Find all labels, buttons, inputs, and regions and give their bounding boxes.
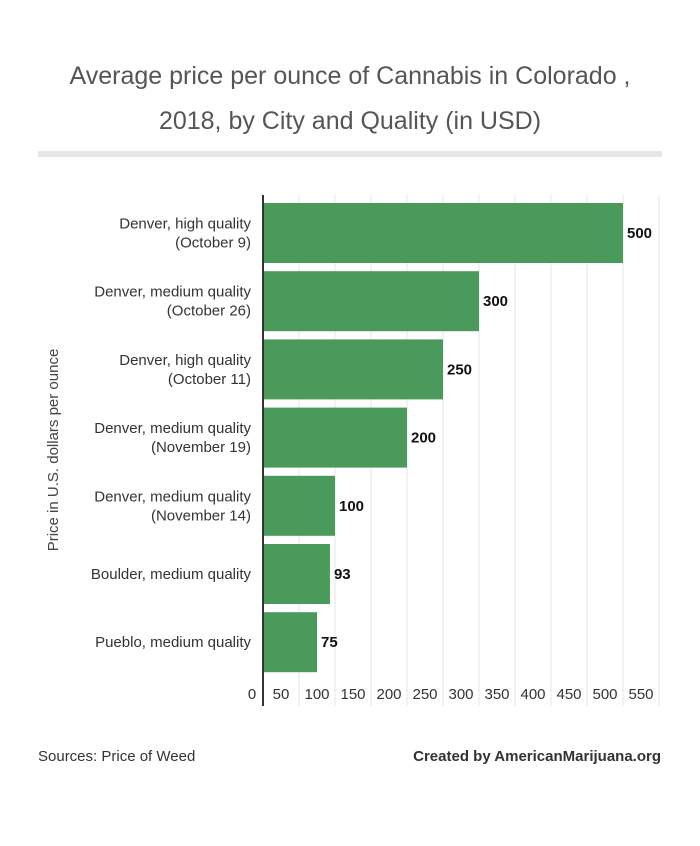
- bar: [263, 203, 623, 263]
- x-tick-label: 550: [628, 686, 653, 703]
- category-label: Pueblo, medium quality: [95, 634, 251, 651]
- x-tick-label: 150: [340, 686, 365, 703]
- x-tick-label: 350: [484, 686, 509, 703]
- x-tick-label: 100: [304, 686, 329, 703]
- category-label: (October 26): [167, 303, 251, 320]
- category-label: (October 9): [175, 235, 251, 252]
- bars: 500 300 250 200 100 93 75: [263, 203, 652, 673]
- x-tick-label: 0: [248, 686, 256, 703]
- chart-title-line-2: 2018, by City and Quality (in USD): [159, 107, 541, 135]
- category-label: Denver, medium quality: [94, 284, 251, 301]
- category-label: Denver, high quality: [119, 216, 251, 233]
- bar: [263, 407, 407, 468]
- x-tick-label: 200: [376, 686, 401, 703]
- footer-source: Sources: Price of Weed: [38, 748, 195, 765]
- data-label: 100: [339, 498, 364, 515]
- title-divider: [38, 151, 662, 157]
- y-axis-label: Price in U.S. dollars per ounce: [45, 349, 62, 552]
- footer-credit[interactable]: Created by AmericanMarijuana.org: [413, 748, 661, 765]
- category-label: Denver, high quality: [119, 352, 251, 369]
- x-tick-labels: 0 50 100 150 200 250 300 350 400 450 500 550: [248, 686, 654, 703]
- category-label: Denver, medium quality: [94, 420, 251, 437]
- category-labels: Denver, high quality (October 9) Denver, m…: [91, 216, 252, 652]
- data-label: 200: [411, 430, 436, 447]
- bar: [263, 339, 443, 400]
- x-tick-label: 400: [520, 686, 545, 703]
- bar: [263, 612, 317, 673]
- data-label: 93: [334, 566, 351, 583]
- x-tick-label: 250: [412, 686, 437, 703]
- x-tick-label: 450: [556, 686, 581, 703]
- category-label: (October 11): [168, 371, 251, 388]
- x-tick-label: 50: [273, 686, 290, 703]
- category-label: (November 14): [151, 507, 251, 524]
- data-label: 75: [321, 634, 338, 651]
- bar: [263, 271, 479, 332]
- x-tick-label: 500: [592, 686, 617, 703]
- data-label: 250: [447, 361, 472, 378]
- bar: [263, 475, 335, 536]
- data-label: 500: [627, 225, 652, 242]
- chart-title-line-1: Average price per ounce of Cannabis in C…: [70, 62, 631, 90]
- category-label: Boulder, medium quality: [91, 566, 252, 583]
- bar: [263, 544, 330, 604]
- category-label: Denver, medium quality: [94, 488, 251, 505]
- data-label: 300: [483, 293, 508, 310]
- category-label: (November 19): [151, 439, 251, 456]
- x-tick-label: 300: [448, 686, 473, 703]
